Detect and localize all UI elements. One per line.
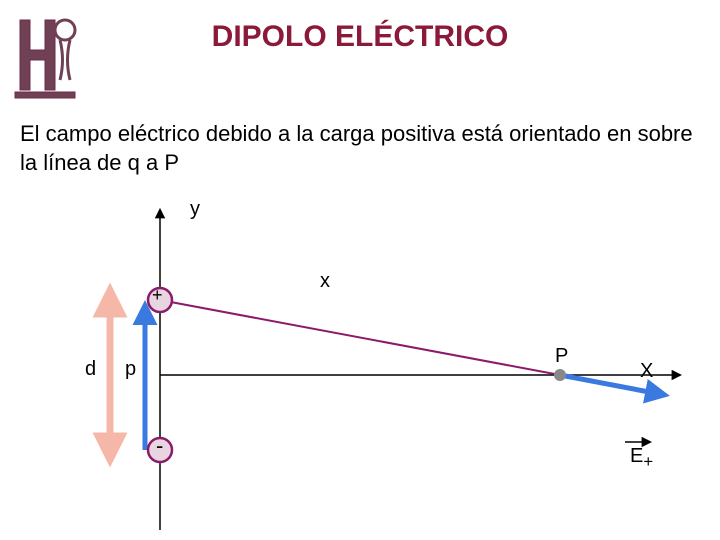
d-label: d: [85, 358, 96, 381]
diagram-svg-group: [110, 210, 680, 530]
body-text: El campo eléctrico debido a la carga pos…: [20, 120, 700, 177]
title-text: DIPOLO ELÉCTRICO: [212, 20, 509, 53]
x-axis-label: X: [640, 360, 653, 383]
p-point: [554, 369, 566, 381]
minus-sign: -: [156, 433, 163, 459]
slide-title: DIPOLO ELÉCTRICO: [0, 20, 720, 54]
y-axis-label: y: [190, 198, 200, 221]
body-text-content: El campo eléctrico debido a la carga pos…: [20, 121, 693, 175]
p-vector-label: p: [125, 358, 136, 381]
r-line: [160, 300, 560, 375]
e-plus-label: E+: [630, 445, 653, 472]
e-label-E: E: [630, 445, 643, 467]
x-upper-label: x: [320, 270, 330, 293]
dipole-diagram: y x X d p P + - E+: [0, 200, 720, 540]
e-label-sub: +: [643, 452, 653, 471]
plus-sign: +: [152, 285, 163, 306]
p-point-label: P: [555, 345, 568, 368]
